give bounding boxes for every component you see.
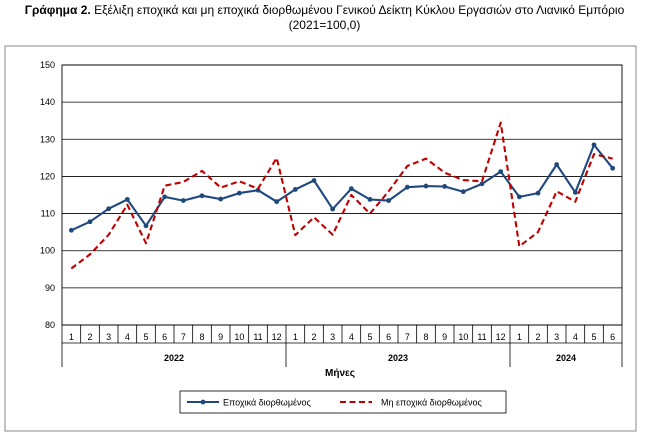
x-tick-label: 11 <box>477 332 486 342</box>
x-axis-title: Μήνες <box>325 368 355 379</box>
data-point-marker <box>591 142 597 148</box>
data-point-marker <box>330 206 336 212</box>
x-tick-label: 5 <box>143 332 148 342</box>
y-tick-label: 80 <box>45 320 55 330</box>
data-point-marker <box>610 165 616 171</box>
y-tick-label: 90 <box>45 283 55 293</box>
data-point-marker <box>442 184 448 189</box>
x-tick-label: 1 <box>69 332 74 342</box>
chart-title-number: Γράφημα 2. <box>24 3 91 17</box>
chart-title-text: Εξέλιξη εποχικά και μη εποχικά διορθωμέν… <box>94 3 625 17</box>
chart-subtitle: (2021=100,0) <box>288 18 361 32</box>
legend-entry-label: Μη εποχικά διορθωμένος <box>381 398 483 408</box>
x-tick-label: 5 <box>591 332 596 342</box>
series-line-seasonally-adjusted <box>70 143 614 232</box>
x-tick-label: 4 <box>349 332 354 342</box>
chart-frame <box>4 45 637 432</box>
x-tick-label: 6 <box>162 332 167 342</box>
data-point-marker <box>554 162 560 167</box>
y-tick-label: 130 <box>40 134 55 144</box>
x-tick-label: 3 <box>330 332 335 342</box>
x-tick-label: 9 <box>442 332 447 342</box>
data-point-marker <box>68 227 74 233</box>
x-tick-label: 12 <box>496 332 506 342</box>
x-tick-label: 3 <box>106 332 111 342</box>
year-label: 2023 <box>388 353 408 363</box>
x-tick-label: 2 <box>311 332 316 342</box>
x-tick-label: 11 <box>253 332 262 342</box>
x-tick-label: 10 <box>234 332 244 342</box>
y-tick-label: 150 <box>40 60 55 70</box>
x-tick-label: 6 <box>386 332 391 342</box>
data-point-marker <box>311 178 317 183</box>
y-tick-label: 120 <box>40 171 55 181</box>
data-point-marker <box>236 190 242 196</box>
x-tick-label: 12 <box>272 332 282 342</box>
x-tick-label: 4 <box>125 332 130 342</box>
data-point-marker <box>255 187 261 193</box>
series-line-non-seasonally-adjusted <box>70 121 613 270</box>
data-point-marker <box>386 198 392 203</box>
data-point-marker <box>423 183 429 189</box>
x-tick-label: 6 <box>610 332 615 342</box>
data-point-marker <box>498 169 504 175</box>
x-tick-label: 5 <box>367 332 372 342</box>
data-point-marker <box>292 187 298 192</box>
chart-title: Γράφημα 2. Εξέλιξη εποχικά και μη εποχικ… <box>0 3 649 33</box>
data-point-marker <box>143 223 149 229</box>
data-point-marker <box>516 194 522 200</box>
legend: Εποχικά διορθωμένος Μη εποχικά διορθωμένο… <box>179 390 507 414</box>
y-tick-label: 140 <box>40 97 55 107</box>
data-point-marker <box>106 206 112 212</box>
x-tick-label: 2 <box>535 332 540 342</box>
data-point-marker <box>218 196 224 202</box>
x-tick-label: 8 <box>199 332 204 342</box>
y-tick-label: 100 <box>40 246 55 256</box>
data-point-marker <box>572 190 578 195</box>
year-label: 2024 <box>556 353 576 363</box>
x-tick-label: 4 <box>573 332 578 342</box>
x-tick-label: 8 <box>423 332 428 342</box>
x-tick-label: 7 <box>181 332 186 342</box>
data-point-marker <box>348 186 354 192</box>
data-point-marker <box>87 219 93 225</box>
data-point-marker <box>404 184 410 190</box>
data-point-marker <box>367 197 373 202</box>
data-point-marker <box>124 197 130 202</box>
data-point-marker <box>199 193 205 199</box>
data-point-marker <box>180 198 186 203</box>
x-tick-label: 1 <box>517 332 522 342</box>
data-point-marker <box>274 199 280 205</box>
x-tick-label: 3 <box>554 332 559 342</box>
year-label: 2022 <box>164 353 184 363</box>
x-tick-label: 10 <box>458 332 468 342</box>
legend-swatch-marker <box>200 399 206 405</box>
data-point-marker <box>535 190 541 196</box>
y-tick-label: 110 <box>41 209 55 219</box>
x-tick-label: 1 <box>293 332 298 342</box>
x-tick-label: 2 <box>87 332 92 342</box>
x-tick-label: 9 <box>218 332 223 342</box>
data-point-marker <box>479 181 485 187</box>
x-tick-label: 7 <box>405 332 410 342</box>
series-group <box>68 121 616 270</box>
data-point-marker <box>460 189 466 195</box>
data-point-marker <box>162 194 168 200</box>
legend-entry-label: Εποχικά διορθωμένος <box>223 398 312 408</box>
